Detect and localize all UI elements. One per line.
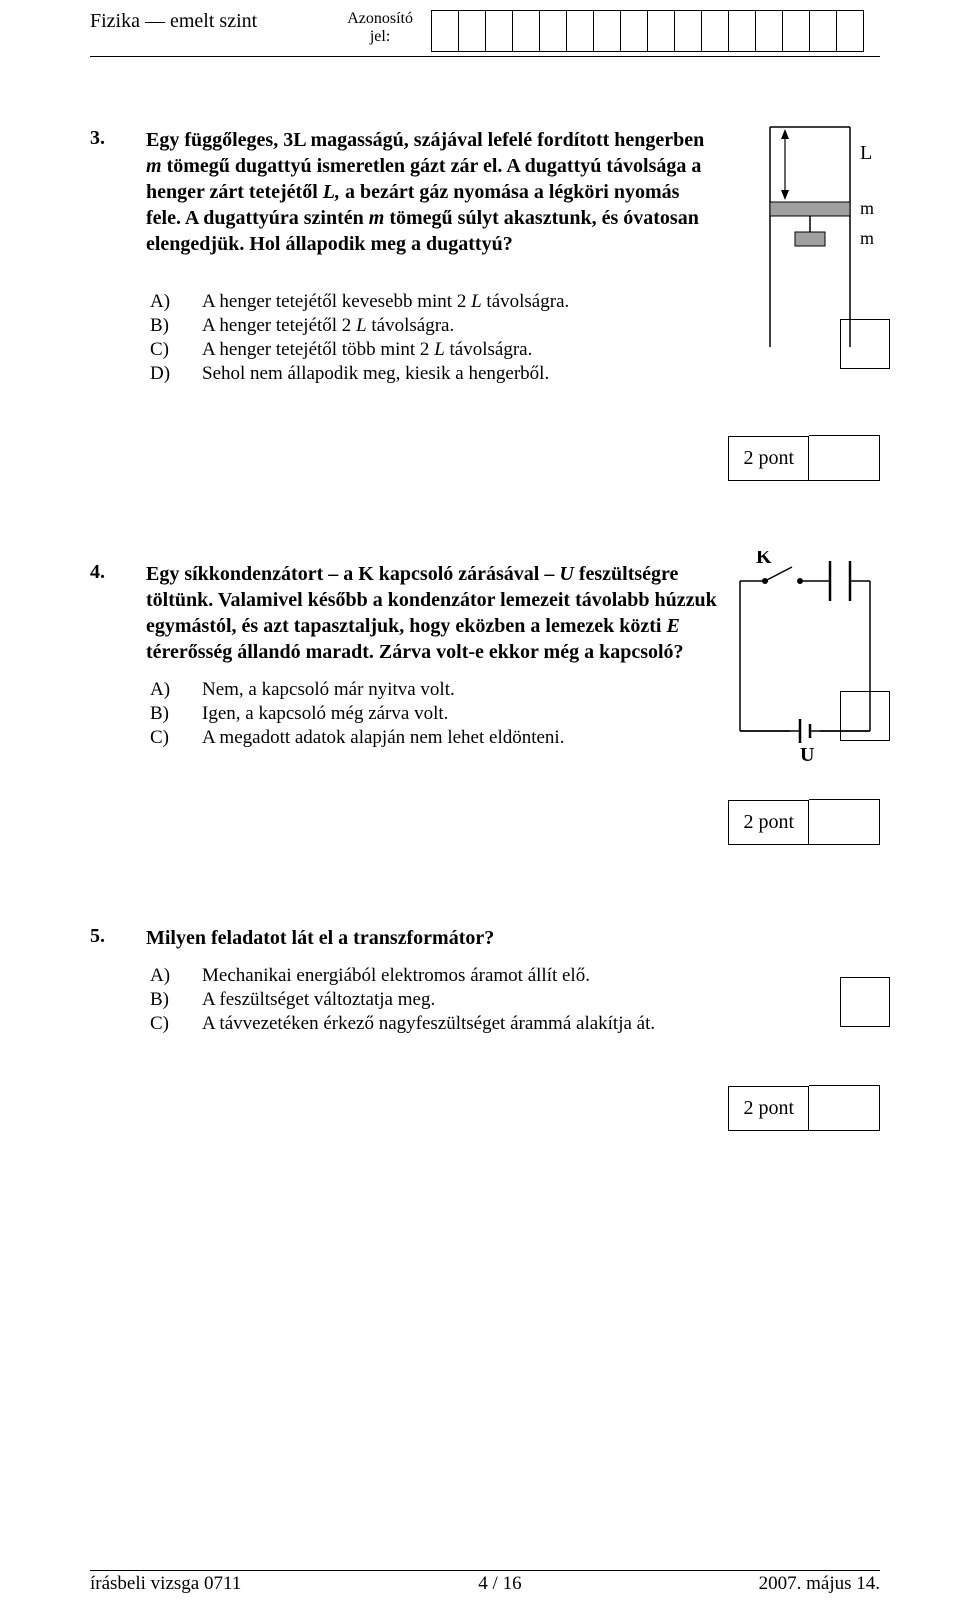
q4-text-p1: Egy síkkondenzátort – a K kapcsoló zárás… [146, 563, 559, 585]
q5-option-A-label: A) [150, 965, 178, 987]
q3-text-L: L, [323, 181, 340, 203]
q5-points-row: 2 pont [90, 1085, 880, 1131]
q4-option-C-text: A megadott adatok alapján nem lehet eldö… [202, 727, 880, 749]
q3-option-D: D) Sehol nem állapodik meg, kiesik a hen… [150, 363, 880, 385]
q3-option-B-label: B) [150, 315, 178, 337]
q4-text: Egy síkkondenzátort – a K kapcsoló zárás… [146, 561, 726, 665]
q5-option-B-label: B) [150, 989, 178, 1011]
header-id-bottom: jel: [370, 28, 390, 45]
q4-diagram-K: K [756, 551, 772, 568]
q4-option-A-label: A) [150, 679, 178, 701]
q3-option-C: C) A henger tetejétől több mint 2 L távo… [150, 339, 880, 361]
q3-option-C-label: C) [150, 339, 178, 361]
q4-answer-box[interactable] [840, 691, 890, 741]
q3-option-D-text: Sehol nem állapodik meg, kiesik a henger… [202, 363, 880, 385]
q3-text: Egy függőleges, 3L magasságú, szájával l… [146, 127, 706, 257]
header-id-top: Azonosító [347, 10, 413, 27]
q5-points-label: 2 pont [728, 1086, 809, 1131]
q4-text-E: E [667, 615, 680, 637]
q5-number: 5. [90, 925, 122, 948]
exam-page: Fizika — emelt szint Azonosító jel: 3. E… [0, 0, 960, 1607]
q3-option-A: A) A henger tetejétől kevesebb mint 2 L … [150, 291, 880, 313]
q4-option-B: B) Igen, a kapcsoló még zárva volt. [150, 703, 880, 725]
q5-answer-box[interactable] [840, 977, 890, 1027]
footer-right: 2007. május 14. [759, 1573, 880, 1595]
page-footer: írásbeli vizsga 0711 4 / 16 2007. május … [90, 1570, 880, 1595]
q3-option-B-text: A henger tetejétől 2 L távolságra. [202, 315, 880, 337]
question-3: 3. Egy függőleges, 3L magasságú, szájáva… [90, 127, 880, 257]
q3-number: 3. [90, 127, 122, 150]
q4-number: 4. [90, 561, 122, 584]
q4-option-B-label: B) [150, 703, 178, 725]
q3-answer-box[interactable] [840, 319, 890, 369]
q3-diagram-m2: m [860, 228, 874, 248]
q4-points-row: 2 pont [90, 799, 880, 845]
footer-center: 4 / 16 [478, 1573, 521, 1595]
q4-text-p3: térerősség állandó maradt. Zárva volt-e … [146, 641, 684, 663]
footer-rule [90, 1570, 880, 1571]
header-subject: Fizika — emelt szint [90, 10, 257, 33]
q3-diagram-L: L [860, 142, 872, 164]
header-rule [90, 56, 880, 57]
q5-text: Milyen feladatot lát el a transzformátor… [146, 925, 880, 951]
q3-option-B: B) A henger tetejétől 2 L távolságra. [150, 315, 880, 337]
question-4: 4. Egy síkkondenzátort – a K kapcsoló zá… [90, 561, 880, 665]
q5-option-B-text: A feszültséget változtatja meg. [202, 989, 880, 1011]
q4-option-C-label: C) [150, 727, 178, 749]
footer-left: írásbeli vizsga 0711 [90, 1573, 241, 1595]
q5-option-B: B) A feszültséget változtatja meg. [150, 989, 880, 1011]
header-id-grid[interactable] [431, 10, 864, 52]
q4-points-label: 2 pont [728, 800, 809, 845]
q3-option-D-label: D) [150, 363, 178, 385]
q4-option-A: A) Nem, a kapcsoló már nyitva volt. [150, 679, 880, 701]
q5-option-C: C) A távvezetéken érkező nagyfeszültsége… [150, 1013, 880, 1035]
question-5: 5. Milyen feladatot lát el a transzformá… [90, 925, 880, 951]
q4-text-U: U [559, 563, 573, 585]
q4-option-A-text: Nem, a kapcsoló már nyitva volt. [202, 679, 880, 701]
q3-points-label: 2 pont [728, 436, 809, 481]
q3-text-p1: Egy függőleges, 3L magasságú, szájával l… [146, 129, 704, 151]
q4-options: A) Nem, a kapcsoló már nyitva volt. B) I… [150, 679, 880, 749]
q5-option-A-text: Mechanikai energiából elektromos áramot … [202, 965, 880, 987]
q3-text-m1: m [146, 155, 162, 177]
q3-options: A) A henger tetejétől kevesebb mint 2 L … [150, 291, 880, 385]
q5-option-A: A) Mechanikai energiából elektromos áram… [150, 965, 880, 987]
header-id-label: Azonosító jel: [347, 10, 413, 45]
q3-option-A-label: A) [150, 291, 178, 313]
q5-options: A) Mechanikai energiából elektromos áram… [150, 965, 880, 1035]
q4-points-score-box[interactable] [809, 799, 880, 845]
q5-option-C-text: A távvezetéken érkező nagyfeszültséget á… [202, 1013, 880, 1035]
q3-option-C-text: A henger tetejétől több mint 2 L távolsá… [202, 339, 880, 361]
page-header: Fizika — emelt szint Azonosító jel: [90, 10, 880, 52]
q5-points-score-box[interactable] [809, 1085, 880, 1131]
q3-points-score-box[interactable] [809, 435, 880, 481]
q4-option-C: C) A megadott adatok alapján nem lehet e… [150, 727, 880, 749]
q4-option-B-text: Igen, a kapcsoló még zárva volt. [202, 703, 880, 725]
q3-text-m2: m [369, 207, 385, 229]
q3-option-A-text: A henger tetejétől kevesebb mint 2 L táv… [202, 291, 880, 313]
q3-diagram-m1: m [860, 198, 874, 218]
q3-points-row: 2 pont [90, 435, 880, 481]
q5-option-C-label: C) [150, 1013, 178, 1035]
